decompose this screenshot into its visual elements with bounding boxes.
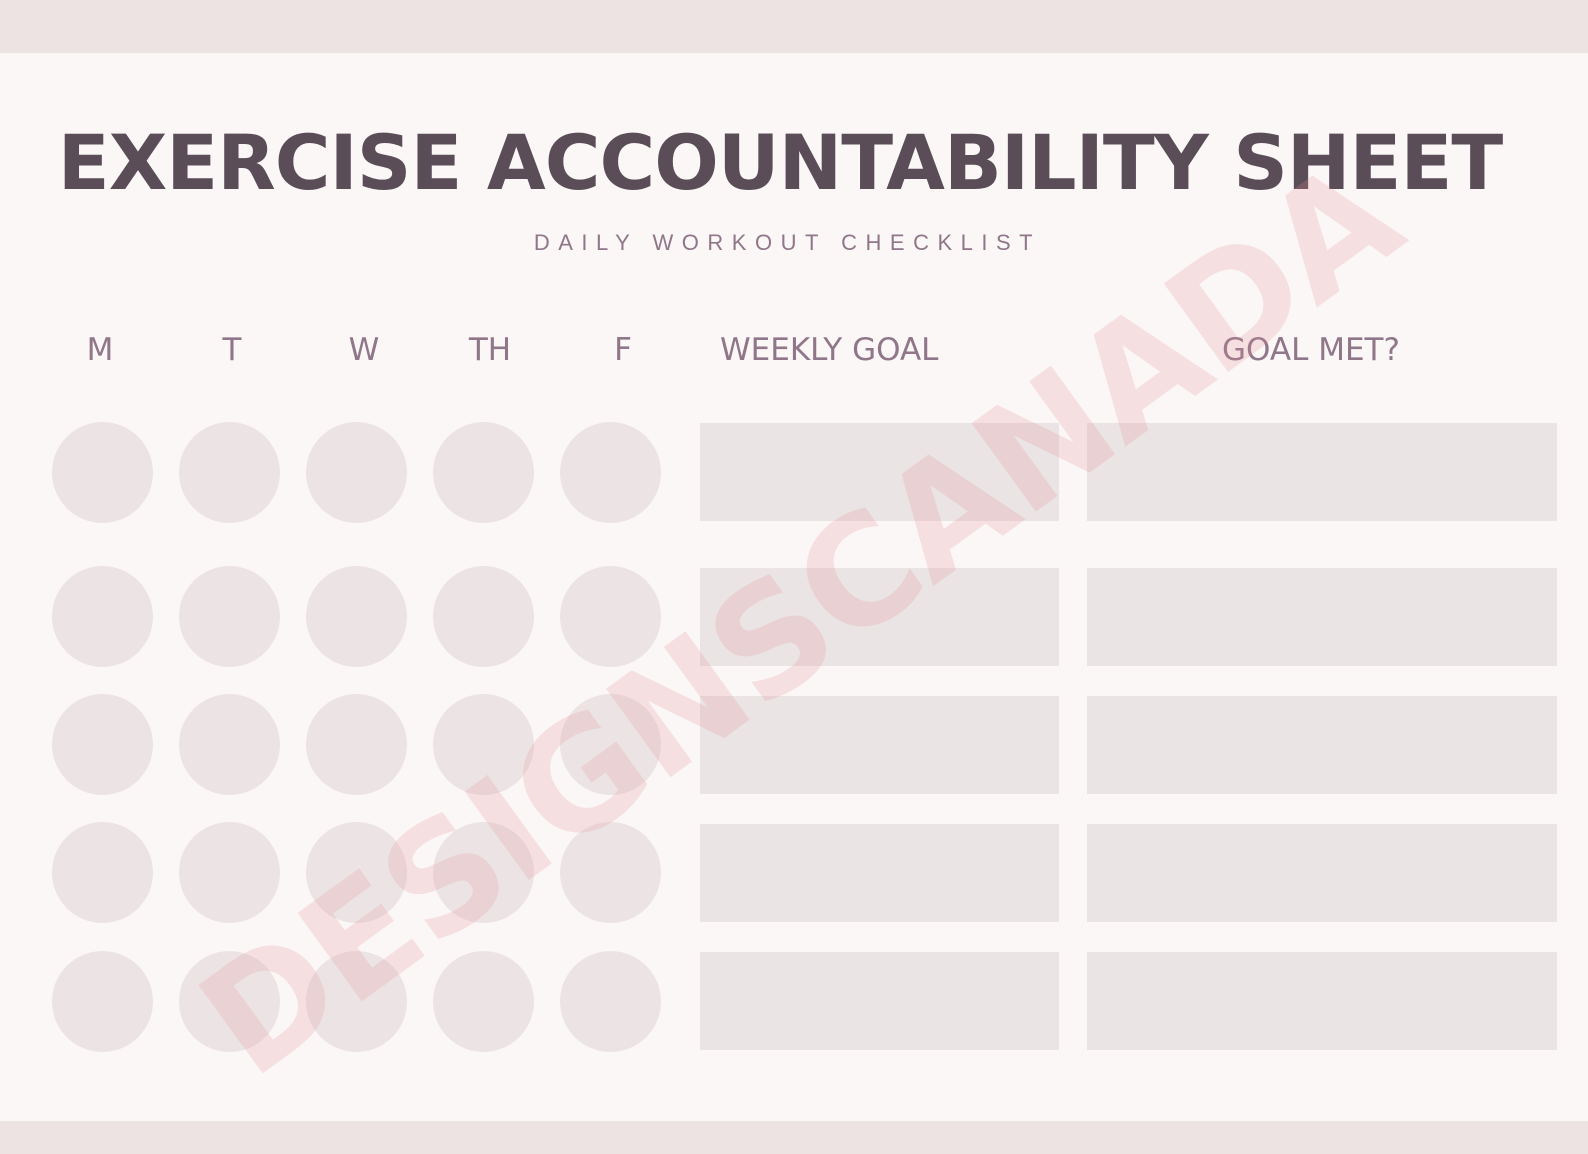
day-checkbox-circle[interactable] xyxy=(306,694,407,795)
weekly-goal-field[interactable] xyxy=(700,423,1059,521)
weekly-goal-field[interactable] xyxy=(700,568,1059,666)
day-checkbox-circle[interactable] xyxy=(433,566,534,667)
day-checkbox-circle[interactable] xyxy=(179,822,280,923)
top-band xyxy=(0,0,1588,53)
goal-met-field[interactable] xyxy=(1087,568,1557,666)
day-checkbox-circle[interactable] xyxy=(560,566,661,667)
goal-met-field[interactable] xyxy=(1087,824,1557,922)
day-checkbox-circle[interactable] xyxy=(52,566,153,667)
day-checkbox-circle[interactable] xyxy=(179,694,280,795)
day-checkbox-circle[interactable] xyxy=(52,951,153,1052)
day-checkbox-circle[interactable] xyxy=(179,566,280,667)
weekly-goal-field[interactable] xyxy=(700,952,1059,1050)
day-checkbox-circle[interactable] xyxy=(52,422,153,523)
column-label-weekly-goal: WEEKLY GOAL xyxy=(720,332,939,368)
column-label-wednesday: W xyxy=(348,332,380,368)
day-checkbox-circle[interactable] xyxy=(433,822,534,923)
column-label-tuesday: T xyxy=(222,332,242,368)
weekly-goal-field[interactable] xyxy=(700,824,1059,922)
day-checkbox-circle[interactable] xyxy=(306,951,407,1052)
column-label-goal-met: GOAL MET? xyxy=(1222,332,1400,368)
day-checkbox-circle[interactable] xyxy=(560,694,661,795)
day-checkbox-circle[interactable] xyxy=(52,694,153,795)
day-checkbox-circle[interactable] xyxy=(179,422,280,523)
day-checkbox-circle[interactable] xyxy=(560,422,661,523)
page-title: EXERCISE ACCOUNTABILITY SHEET xyxy=(57,118,1503,207)
day-checkbox-circle[interactable] xyxy=(560,822,661,923)
column-label-friday: F xyxy=(614,332,632,368)
day-checkbox-circle[interactable] xyxy=(560,951,661,1052)
goal-met-field[interactable] xyxy=(1087,696,1557,794)
day-checkbox-circle[interactable] xyxy=(433,694,534,795)
day-checkbox-circle[interactable] xyxy=(433,422,534,523)
column-label-thursday: TH xyxy=(468,332,512,368)
bottom-band xyxy=(0,1121,1588,1154)
column-label-monday: M xyxy=(86,332,114,368)
page-subtitle: DAILY WORKOUT CHECKLIST xyxy=(533,230,1042,255)
day-checkbox-circle[interactable] xyxy=(52,822,153,923)
goal-met-field[interactable] xyxy=(1087,952,1557,1050)
goal-met-field[interactable] xyxy=(1087,423,1557,521)
weekly-goal-field[interactable] xyxy=(700,696,1059,794)
day-checkbox-circle[interactable] xyxy=(179,951,280,1052)
day-checkbox-circle[interactable] xyxy=(306,822,407,923)
day-checkbox-circle[interactable] xyxy=(306,422,407,523)
day-checkbox-circle[interactable] xyxy=(433,951,534,1052)
day-checkbox-circle[interactable] xyxy=(306,566,407,667)
